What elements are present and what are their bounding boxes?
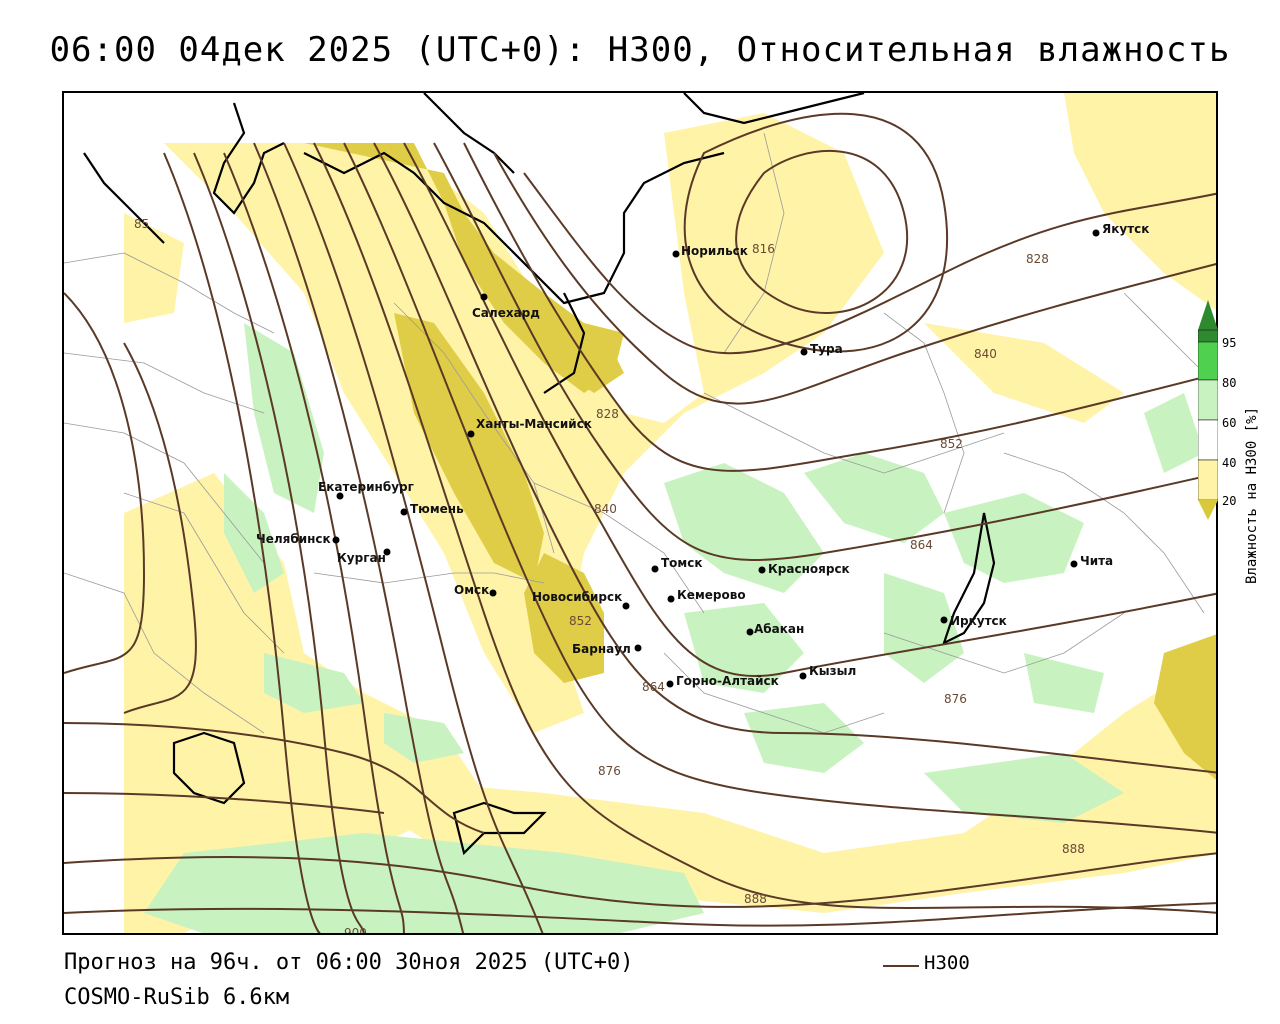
colorbar-segment bbox=[1198, 329, 1218, 343]
contour-label: 864 bbox=[642, 680, 665, 694]
city-label: Екатеринбург bbox=[318, 480, 414, 494]
forecast-info: Прогноз на 96ч. от 06:00 30ноя 2025 (UTC… bbox=[64, 950, 634, 975]
contour-label: 876 bbox=[598, 764, 621, 778]
colorbar-tick: 95 bbox=[1222, 336, 1237, 350]
city-label: Горно-Алтайск bbox=[676, 674, 779, 688]
city-dot bbox=[940, 616, 948, 624]
city-label: Курган bbox=[337, 551, 386, 565]
city-label: Ханты-Мансийск bbox=[476, 417, 592, 431]
colorbar-tick: 60 bbox=[1222, 416, 1237, 430]
colorbar-segment bbox=[1198, 459, 1218, 501]
contour-label: 900 bbox=[344, 926, 367, 935]
humidity-colorbar bbox=[1198, 300, 1218, 520]
city-label: Томск bbox=[661, 556, 703, 570]
contour-label: 816 bbox=[752, 242, 775, 256]
contour-label: 876 bbox=[944, 692, 967, 706]
colorbar-tick: 40 bbox=[1222, 456, 1237, 470]
colorbar-segment bbox=[1198, 419, 1218, 461]
city-dot bbox=[634, 644, 642, 652]
map-title: 06:00 04дек 2025 (UTC+0): H300, Относите… bbox=[49, 30, 1231, 70]
contour-label: 852 bbox=[940, 437, 963, 451]
city-dot bbox=[332, 536, 340, 544]
contour-label: 840 bbox=[594, 502, 617, 516]
city-dot bbox=[467, 430, 475, 438]
humidity-fill-olive bbox=[304, 143, 1216, 780]
city-dot bbox=[667, 595, 675, 603]
city-dot bbox=[336, 492, 344, 500]
contour-label: 852 bbox=[569, 614, 592, 628]
city-dot bbox=[489, 589, 497, 597]
city-label: Красноярск bbox=[768, 562, 850, 576]
city-label: Кемерово bbox=[677, 588, 746, 602]
colorbar-tick: 80 bbox=[1222, 376, 1237, 390]
city-label: Кызыл bbox=[809, 664, 856, 678]
city-dot bbox=[800, 348, 808, 356]
city-label: Норильск bbox=[681, 244, 748, 258]
colorbar-title: Влажность на H300 [%] bbox=[1244, 406, 1260, 584]
contour-label: 888 bbox=[744, 892, 767, 906]
contour-label: 85 bbox=[134, 217, 149, 231]
city-label: Тюмень bbox=[410, 502, 464, 516]
city-label: Тура bbox=[810, 342, 843, 356]
city-markers: Салехард Норильск Якутск Тура Ханты-Манс… bbox=[256, 222, 1149, 688]
contour-label: 864 bbox=[910, 538, 933, 552]
contour-label: 840 bbox=[974, 347, 997, 361]
city-dot bbox=[480, 293, 488, 301]
contour-label: 828 bbox=[1026, 252, 1049, 266]
colorbar-segment bbox=[1198, 339, 1218, 381]
city-dot bbox=[383, 548, 391, 556]
city-dot bbox=[746, 628, 754, 636]
legend-line-swatch bbox=[883, 965, 919, 967]
colorbar-segment bbox=[1198, 379, 1218, 421]
colorbar-segment bbox=[1198, 300, 1218, 330]
contour-label-group: 816 828 828 840 840 852 852 864 864 876 … bbox=[134, 217, 1085, 935]
city-dot bbox=[1092, 229, 1100, 237]
model-info: COSMO-RuSib 6.6км bbox=[64, 985, 290, 1010]
city-label: Абакан bbox=[754, 622, 804, 636]
city-label: Иркутск bbox=[950, 614, 1007, 628]
city-dot bbox=[672, 250, 680, 258]
legend-label: H300 bbox=[924, 952, 970, 974]
city-dot bbox=[622, 602, 630, 610]
city-dot bbox=[758, 566, 766, 574]
city-label: Омск bbox=[454, 583, 489, 597]
city-label: Новосибирск bbox=[532, 590, 622, 604]
city-dot bbox=[799, 672, 807, 680]
city-label: Салехард bbox=[472, 306, 540, 320]
city-label: Барнаул bbox=[572, 642, 631, 656]
contour-label: 888 bbox=[1062, 842, 1085, 856]
city-dot bbox=[400, 508, 408, 516]
city-label: Челябинск bbox=[256, 532, 331, 546]
h300-contours bbox=[64, 112, 1216, 933]
city-dot bbox=[651, 565, 659, 573]
colorbar-segment bbox=[1198, 500, 1218, 520]
city-dot bbox=[666, 680, 674, 688]
city-dot bbox=[1070, 560, 1078, 568]
map-canvas: 816 828 828 840 840 852 852 864 864 876 … bbox=[64, 93, 1216, 935]
city-label: Якутск bbox=[1102, 222, 1149, 236]
city-label: Чита bbox=[1080, 554, 1113, 568]
colorbar-tick: 20 bbox=[1222, 494, 1237, 508]
contour-label: 828 bbox=[596, 407, 619, 421]
map-area[interactable]: 816 828 828 840 840 852 852 864 864 876 … bbox=[62, 91, 1218, 935]
